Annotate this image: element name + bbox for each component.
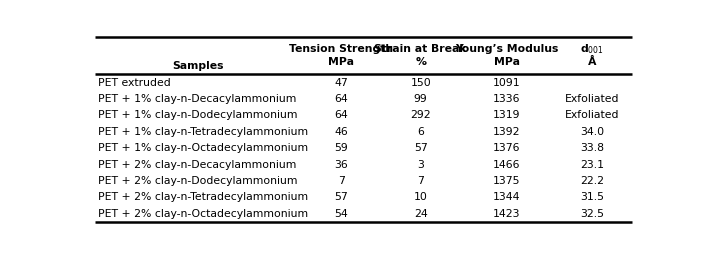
Text: 31.5: 31.5 xyxy=(580,192,604,202)
Text: 46: 46 xyxy=(335,127,348,137)
Text: PET + 2% clay-n-Decacylammonium: PET + 2% clay-n-Decacylammonium xyxy=(99,159,297,169)
Text: d$_{001}$: d$_{001}$ xyxy=(580,42,604,56)
Text: PET + 1% clay-n-Tetradecylammonium: PET + 1% clay-n-Tetradecylammonium xyxy=(99,127,308,137)
Text: 6: 6 xyxy=(418,127,424,137)
Text: 10: 10 xyxy=(414,192,428,202)
Text: Tension Strength: Tension Strength xyxy=(289,44,393,54)
Text: 1344: 1344 xyxy=(493,192,520,202)
Text: 292: 292 xyxy=(411,110,431,120)
Text: 57: 57 xyxy=(414,143,428,153)
Text: 3: 3 xyxy=(418,159,424,169)
Text: 1091: 1091 xyxy=(493,78,520,88)
Text: PET extruded: PET extruded xyxy=(99,78,171,88)
Text: PET + 1% clay-n-Dodecylammonium: PET + 1% clay-n-Dodecylammonium xyxy=(99,110,298,120)
Text: 36: 36 xyxy=(335,159,348,169)
Text: Å: Å xyxy=(588,57,596,67)
Text: 99: 99 xyxy=(414,94,428,104)
Text: 1392: 1392 xyxy=(493,127,520,137)
Text: 54: 54 xyxy=(335,209,348,219)
Text: 1375: 1375 xyxy=(493,176,520,186)
Text: PET + 1% clay-n-Decacylammonium: PET + 1% clay-n-Decacylammonium xyxy=(99,94,297,104)
Text: Young’s Modulus: Young’s Modulus xyxy=(455,44,558,54)
Text: 59: 59 xyxy=(335,143,348,153)
Text: 64: 64 xyxy=(335,94,348,104)
Text: 34.0: 34.0 xyxy=(580,127,604,137)
Text: 64: 64 xyxy=(335,110,348,120)
Text: PET + 2% clay-n-Octadecylammonium: PET + 2% clay-n-Octadecylammonium xyxy=(99,209,308,219)
Text: PET + 2% clay-n-Dodecylammonium: PET + 2% clay-n-Dodecylammonium xyxy=(99,176,298,186)
Text: MPa: MPa xyxy=(493,57,520,67)
Text: 23.1: 23.1 xyxy=(580,159,604,169)
Text: 47: 47 xyxy=(335,78,348,88)
Text: Exfoliated: Exfoliated xyxy=(565,94,620,104)
Text: 7: 7 xyxy=(338,176,345,186)
Text: 33.8: 33.8 xyxy=(580,143,604,153)
Text: 1319: 1319 xyxy=(493,110,520,120)
Text: 7: 7 xyxy=(418,176,424,186)
Text: 24: 24 xyxy=(414,209,428,219)
Text: 1466: 1466 xyxy=(493,159,520,169)
Text: 1423: 1423 xyxy=(493,209,520,219)
Text: 1336: 1336 xyxy=(493,94,520,104)
Text: MPa: MPa xyxy=(328,57,354,67)
Text: %: % xyxy=(415,57,426,67)
Text: 1376: 1376 xyxy=(493,143,520,153)
Text: PET + 2% clay-n-Tetradecylammonium: PET + 2% clay-n-Tetradecylammonium xyxy=(99,192,308,202)
Text: Samples: Samples xyxy=(173,61,224,71)
Text: 32.5: 32.5 xyxy=(580,209,604,219)
Text: 150: 150 xyxy=(411,78,431,88)
Text: PET + 1% clay-n-Octadecylammonium: PET + 1% clay-n-Octadecylammonium xyxy=(99,143,308,153)
Text: Strain at Break: Strain at Break xyxy=(374,44,467,54)
Text: 57: 57 xyxy=(335,192,348,202)
Text: 22.2: 22.2 xyxy=(580,176,604,186)
Text: Exfoliated: Exfoliated xyxy=(565,110,620,120)
